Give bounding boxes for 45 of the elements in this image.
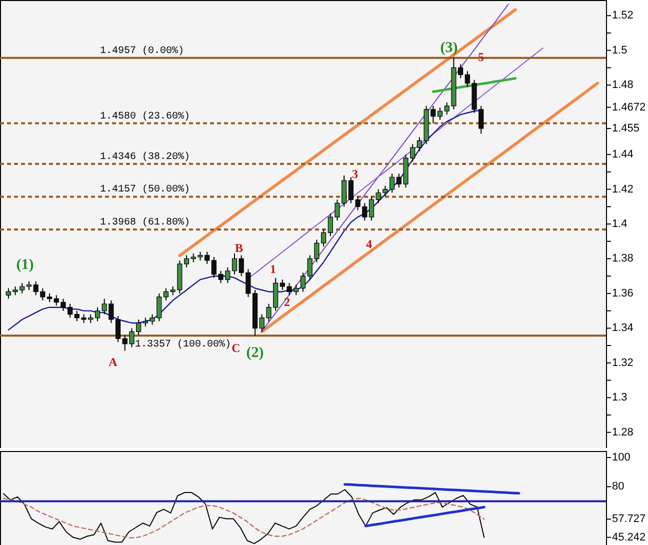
annotation: A bbox=[108, 355, 118, 369]
y-tick-label: 1.42 bbox=[612, 183, 634, 196]
annotation: (2) bbox=[246, 345, 264, 361]
y-tick-label: 1.3 bbox=[612, 392, 628, 404]
y-tick-label: 100 bbox=[612, 452, 630, 464]
annotation: B bbox=[234, 241, 244, 255]
line-series bbox=[261, 4, 510, 332]
line-series bbox=[344, 483, 520, 495]
annotation: 2 bbox=[284, 295, 290, 309]
candlestick bbox=[163, 288, 169, 301]
y-tick-label: 1.28 bbox=[612, 426, 634, 438]
ref-line-label: 1.4157 (50.00%) bbox=[100, 184, 190, 196]
candlestick bbox=[94, 306, 100, 322]
ref-line-label: 1.4346 (38.20%) bbox=[100, 150, 190, 163]
y-tick-label: 1.455 bbox=[612, 122, 640, 134]
annotation: 3 bbox=[352, 167, 358, 181]
y-tick-label: 1.32 bbox=[612, 356, 634, 369]
annotation: 1 bbox=[270, 262, 276, 276]
y-tick-label: 1.48 bbox=[612, 79, 634, 92]
y-tick-label: 45.242 bbox=[612, 531, 646, 544]
y-tick-label: 1.5 bbox=[612, 44, 628, 56]
ref-line-label: 1.3968 (61.80%) bbox=[100, 216, 190, 229]
y-tick-label: 1.4672 bbox=[612, 101, 646, 114]
y-tick-label: 1.38 bbox=[612, 252, 634, 265]
ref-line-label: 1.3357 (100.00%) bbox=[135, 338, 232, 351]
y-tick-label: 1.52 bbox=[612, 10, 634, 22]
y-tick-label: 80 bbox=[612, 480, 624, 493]
y-tick-label: 1.44 bbox=[612, 148, 634, 161]
annotation: (3) bbox=[440, 40, 458, 56]
line-series bbox=[364, 506, 486, 528]
line-series bbox=[260, 82, 600, 334]
y-tick-label: 1.4 bbox=[612, 218, 628, 230]
annotation: 4 bbox=[366, 237, 372, 251]
annotation: C bbox=[232, 341, 240, 355]
candlestick bbox=[437, 107, 443, 120]
candlestick bbox=[300, 272, 306, 292]
annotation: (1) bbox=[16, 257, 34, 273]
line-series bbox=[2, 498, 485, 538]
y-tick-label: 1.34 bbox=[612, 322, 634, 334]
y-tick-label: 57.727 bbox=[612, 513, 646, 526]
candlestick bbox=[368, 196, 374, 222]
ref-line-label: 1.4957 (0.00%) bbox=[100, 44, 184, 57]
candlestick bbox=[232, 253, 238, 275]
ref-line-label: 1.4580 (23.60%) bbox=[100, 110, 190, 122]
y-tick-label: 1.36 bbox=[612, 287, 634, 300]
